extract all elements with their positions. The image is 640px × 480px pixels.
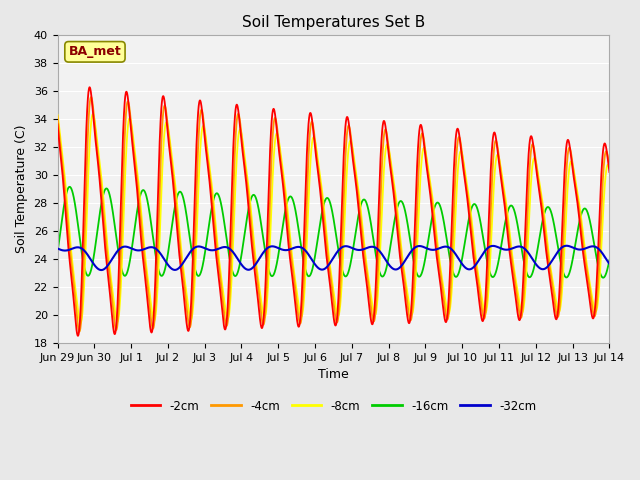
Y-axis label: Soil Temperature (C): Soil Temperature (C) (15, 125, 28, 253)
Title: Soil Temperatures Set B: Soil Temperatures Set B (242, 15, 425, 30)
Text: BA_met: BA_met (68, 45, 122, 58)
Legend: -2cm, -4cm, -8cm, -16cm, -32cm: -2cm, -4cm, -8cm, -16cm, -32cm (126, 395, 541, 417)
X-axis label: Time: Time (318, 368, 349, 381)
